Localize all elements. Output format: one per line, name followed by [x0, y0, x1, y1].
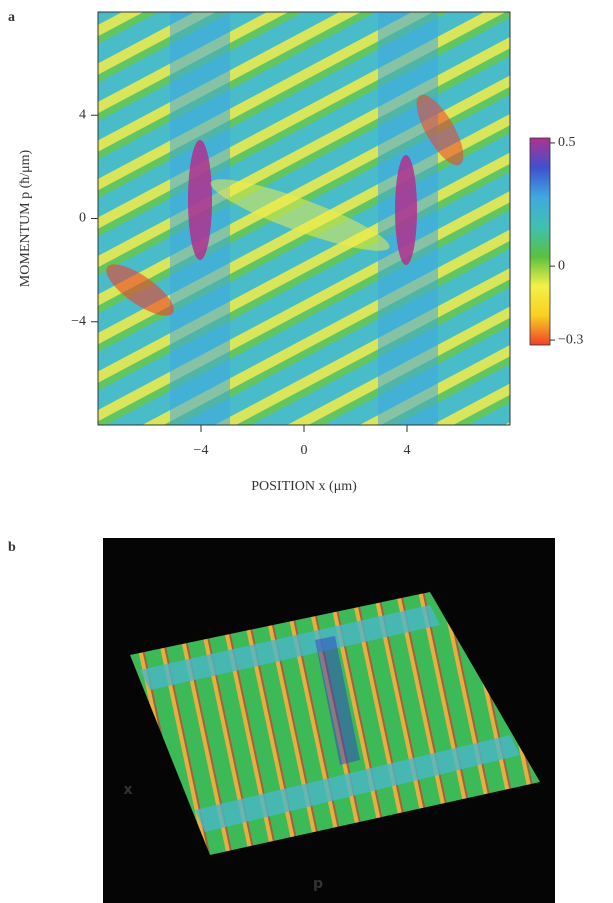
x-axis-label: POSITION x (μm): [251, 479, 357, 494]
panel-label: a: [8, 10, 15, 25]
panel-b: b x p: [8, 538, 555, 903]
heatmap-image: [98, 12, 510, 425]
colorbar: [529, 137, 551, 346]
y-tick-label: −4: [71, 314, 86, 329]
panel-label: b: [8, 540, 16, 555]
x-tick-label: 0: [301, 443, 308, 458]
colorbar-tick-label: −0.3: [558, 332, 583, 347]
surface-feature: [315, 636, 360, 765]
y-axis-label: MOMENTUM p (ħ/μm): [18, 149, 33, 287]
surface-band: [140, 605, 440, 690]
colorbar-tick-label: 0.5: [558, 135, 576, 150]
surface-band: [195, 735, 520, 832]
y-tick-label: 4: [79, 107, 86, 122]
x-axis-label: x: [123, 782, 132, 798]
colorbar-tick-label: 0: [558, 258, 565, 273]
x-tick-label: −4: [194, 443, 209, 458]
x-tick-label: 4: [404, 443, 411, 458]
y-tick-label: 0: [79, 211, 86, 226]
y-axis-label: p: [313, 876, 323, 892]
panel-a: a −4 0 4 −4 0 4 POSITION x (μm) MOMENTUM p (ħ/μm…: [8, 10, 583, 494]
